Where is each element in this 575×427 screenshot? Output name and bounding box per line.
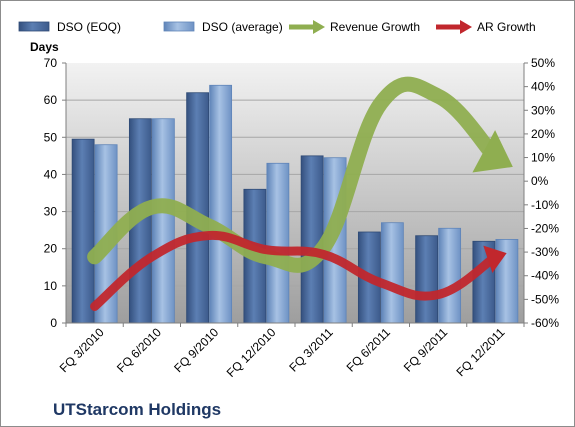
y2-tick-label: 30% [531,103,555,117]
bar-dso-eoq-fq-3-2011 [300,155,324,324]
y2-axis-ticks: -60% -50% -40% -30% -20% -10% 0% 10% 20% 30% 40% 50… [524,56,559,330]
arrowhead-ar-growth [483,245,507,273]
arrowhead-revenue-growth [472,130,513,173]
bar-dso-average-fq-6-2011 [380,222,404,324]
x-tick-label: FQ 12/2011 [453,325,507,379]
y-tick-label: 10 [44,279,58,293]
x-axis-ticks: FQ 3/2010 FQ 6/2010 FQ 9/2010 FQ 12/2010 FQ … [57,323,525,380]
y2-tick-label: -50% [531,292,559,306]
y-tick-label: 40 [44,167,58,181]
x-tick-label: FQ 9/2010 [171,325,221,375]
y-tick-label: 0 [50,316,57,330]
bar-dso-eoq-fq-9-2011 [415,235,439,324]
x-tick-label: FQ 12/2010 [224,325,279,380]
legend-label-dso-eoq: DSO (EOQ) [57,20,121,34]
legend-item-dso-average: DSO (average) [163,20,283,34]
legend-label-dso-average: DSO (average) [202,20,283,34]
y2-tick-label: 10% [531,151,555,165]
y2-tick-label: 50% [531,56,555,70]
y2-tick-label: 0% [531,174,549,188]
bar-dso-average-fq-9-2010 [209,84,233,324]
legend-item-dso-eoq: DSO (EOQ) [18,20,121,34]
y2-tick-label: -20% [531,221,559,235]
legend-swatch-ar-growth [436,20,472,34]
line-revenue-growth [87,76,503,273]
y-tick-label: 60 [44,93,58,107]
x-tick-label: FQ 6/2011 [344,325,394,375]
y2-tick-label: -10% [531,198,559,212]
y2-tick-label: 40% [531,80,555,94]
line-ar-growth [90,231,500,311]
growth-lines [87,76,513,311]
legend-item-ar-growth: AR Growth [436,20,536,34]
y2-tick-label: -30% [531,245,559,259]
bar-dso-average-fq-12-2010 [266,162,290,324]
legend-item-revenue-growth: Revenue Growth [289,20,420,34]
legend-swatch-dso-eoq [18,21,50,32]
legend-label-revenue-growth: Revenue Growth [330,20,420,34]
y-axis-ticks: 0 10 20 30 40 50 60 70 [44,56,66,330]
chart-caption: UTStarcom Holdings [53,400,221,419]
y-axis-title: Days [30,40,59,54]
x-tick-label: FQ 3/2010 [57,325,107,375]
legend-swatch-dso-average [163,21,195,32]
x-tick-label: FQ 6/2010 [114,325,164,375]
bars [71,84,519,324]
legend-label-ar-growth: AR Growth [477,20,536,34]
bar-dso-average-fq-6-2010 [151,118,175,324]
y2-tick-label: 20% [531,127,555,141]
y2-tick-label: -40% [531,269,559,283]
y-tick-label: 30 [44,205,58,219]
legend: DSO (EOQ) DSO (average) Revenue Growth A… [18,20,536,34]
y-tick-label: 20 [44,242,58,256]
y-tick-label: 50 [44,130,58,144]
x-tick-label: FQ 9/2011 [401,325,451,375]
x-tick-label: FQ 3/2011 [286,325,336,375]
y-tick-label: 70 [44,56,58,70]
bar-dso-average-fq-9-2011 [438,227,462,324]
bar-dso-eoq-fq-3-2010 [71,138,95,324]
legend-swatch-revenue-growth [289,20,325,34]
y2-tick-label: -60% [531,316,559,330]
